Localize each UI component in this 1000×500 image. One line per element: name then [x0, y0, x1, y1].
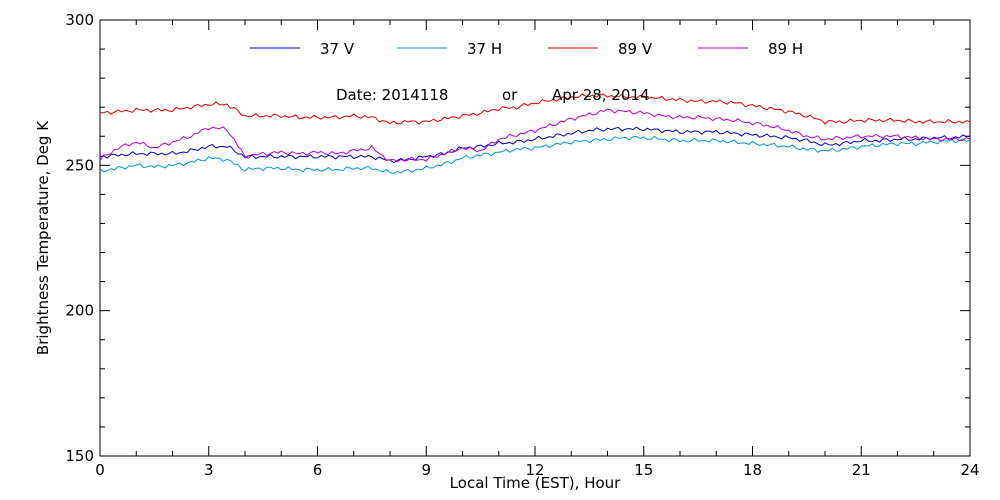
legend-label: 37 H	[467, 40, 502, 58]
legend-label: 89 H	[768, 40, 803, 58]
x-tick-label: 3	[204, 461, 214, 479]
x-tick-label: 15	[634, 461, 653, 479]
series-line-37-v	[99, 126, 971, 164]
x-tick-label: 0	[95, 461, 105, 479]
date-label: Date: 2014118	[336, 86, 448, 104]
x-tick-label: 24	[960, 461, 979, 479]
legend-label: 89 V	[618, 40, 653, 58]
x-tick-label: 12	[525, 461, 544, 479]
date-long-label: Apr 28, 2014	[552, 86, 650, 104]
series-line-37-h	[99, 135, 971, 175]
y-axis-title: Brightness Temperature, Deg K	[34, 120, 52, 355]
axis-ticks	[99, 19, 971, 457]
legend: 37 V 37 H 89 V 89 H	[250, 40, 803, 58]
axis-tick-labels: 0 3 6 9 12 15 18 21 24 150 200 250 300	[65, 11, 979, 479]
y-tick-label: 300	[65, 11, 94, 29]
x-tick-label: 6	[313, 461, 323, 479]
series-line-89-v	[99, 93, 971, 125]
y-tick-label: 250	[65, 156, 94, 174]
y-tick-label: 150	[65, 447, 94, 465]
date-or-label: or	[502, 86, 518, 104]
plot-frame	[99, 19, 971, 457]
series-lines	[99, 93, 971, 175]
legend-label: 37 V	[320, 40, 355, 58]
x-tick-label: 18	[743, 461, 762, 479]
series-line-89-h	[99, 108, 971, 163]
x-axis-title: Local Time (EST), Hour	[450, 474, 621, 492]
y-tick-label: 200	[65, 302, 94, 320]
x-tick-label: 9	[421, 461, 431, 479]
x-tick-label: 21	[852, 461, 871, 479]
